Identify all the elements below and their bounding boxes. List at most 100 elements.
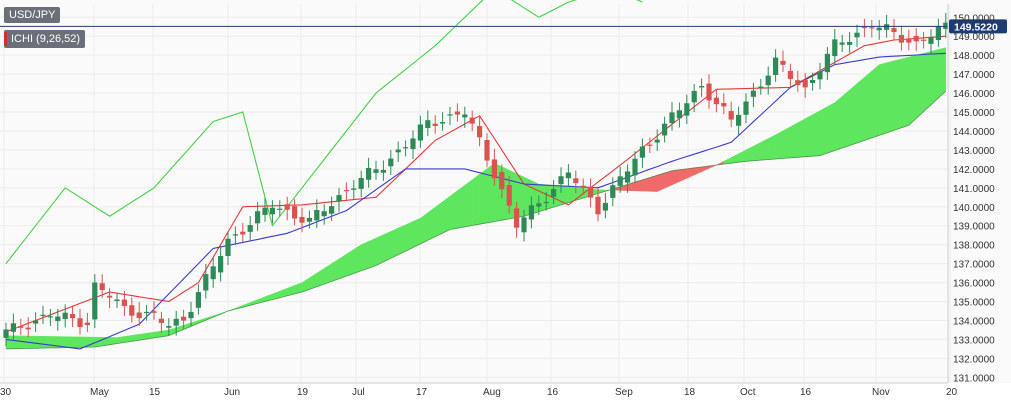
price-line: 149.5220 (0, 19, 1007, 34)
cloud-segment-bullish (420, 212, 428, 245)
candle (891, 18, 897, 40)
candle-body (898, 34, 904, 43)
candle (469, 110, 475, 132)
candle-body (129, 305, 135, 316)
cloud-segment-bullish (353, 244, 362, 274)
x-tick-label: 19 (297, 387, 309, 398)
candle-body (728, 111, 734, 120)
cloud-segment-bullish (812, 110, 821, 157)
current-price-badge (949, 19, 1007, 34)
symbol-label[interactable]: USD/JPY (4, 7, 61, 23)
candle-body (136, 312, 142, 319)
cloud-segment-bullish (13, 335, 21, 349)
candle-body (787, 70, 793, 79)
candle (92, 274, 98, 329)
candle (602, 192, 608, 219)
senkou-span-b-line (5, 90, 947, 350)
candle-body (373, 169, 379, 173)
x-tick-label: 20 (946, 387, 958, 398)
candle (736, 106, 742, 135)
candle (425, 110, 431, 137)
candle (654, 129, 660, 152)
cloud-segment-bullish (856, 76, 865, 144)
x-tick-label: 30 (0, 387, 12, 398)
candle (684, 94, 690, 125)
cloud-segment-bullish (35, 335, 44, 349)
cloud-segment-bullish (375, 234, 384, 266)
candle-body (935, 26, 941, 41)
cloud-segment-bullish (442, 195, 451, 234)
candle-body (639, 146, 645, 158)
candle (240, 223, 246, 243)
candle-body (240, 231, 246, 235)
x-tick-label: Jul (352, 387, 365, 398)
candle (292, 199, 298, 226)
y-tick-label: 134.0000 (953, 316, 995, 327)
cloud-segment-bullish (775, 130, 784, 160)
candle-body (166, 326, 172, 328)
cloud-segment-bullish (916, 53, 924, 119)
candle-body (506, 185, 512, 206)
candle (70, 305, 76, 328)
cloud-segment-bullish (346, 249, 354, 277)
candle (225, 231, 231, 266)
cloud-segment-bullish (472, 173, 480, 226)
candle-body (713, 97, 719, 105)
y-tick-label: 137.0000 (953, 260, 995, 271)
candle-body (47, 316, 53, 318)
candle (329, 196, 335, 222)
cloud-segment-bullish (760, 138, 769, 161)
candle-body (454, 111, 460, 115)
candle-body (839, 42, 845, 45)
candle-body (580, 185, 586, 187)
candle-body (18, 326, 24, 328)
y-tick-label: 132.0000 (953, 354, 995, 365)
cloud-segment-bullish (405, 221, 414, 252)
candle-body (706, 83, 712, 101)
candle-body (218, 255, 224, 273)
candle-body (565, 172, 571, 179)
y-tick-label: 149.0000 (953, 32, 995, 43)
candle-body (810, 79, 816, 83)
candle-body (654, 139, 660, 143)
candle-body (225, 238, 231, 257)
candle-body (425, 120, 431, 129)
cloud-segment-bullish (790, 122, 798, 159)
x-tick-label: Jun (224, 387, 240, 398)
candle-body (684, 103, 690, 116)
candle (477, 116, 483, 147)
candle (314, 199, 320, 228)
candle (491, 148, 497, 186)
cloud-segment-bullish (842, 89, 850, 149)
candle (869, 19, 875, 38)
candle-body (854, 32, 860, 38)
candle-body (77, 318, 83, 328)
candle-body (847, 42, 853, 45)
y-tick-label: 138.0000 (953, 241, 995, 252)
candle-body (358, 177, 364, 189)
candle (403, 140, 409, 157)
candle-body (817, 71, 823, 80)
candle (388, 150, 394, 176)
cloud-segment-bullish (390, 227, 399, 259)
candle (861, 18, 867, 38)
cloud-segment-bullish (864, 70, 872, 141)
candle-body (158, 318, 164, 323)
candle-body (321, 211, 327, 217)
candle-body (440, 122, 446, 124)
candle-body (33, 320, 39, 324)
candle-body (210, 266, 216, 280)
candle-body (114, 299, 120, 302)
candle (839, 34, 845, 52)
candle (462, 106, 468, 128)
candle-body (403, 147, 409, 149)
candle (632, 151, 638, 183)
y-tick-label: 150.0000 (953, 13, 995, 24)
candle-body (891, 28, 897, 33)
candle-body (469, 117, 475, 124)
candle (454, 103, 460, 122)
indicator-label[interactable]: ICHI (9,26,52) (4, 30, 86, 48)
candle (573, 170, 579, 194)
candle (188, 301, 194, 327)
candle (210, 257, 216, 288)
